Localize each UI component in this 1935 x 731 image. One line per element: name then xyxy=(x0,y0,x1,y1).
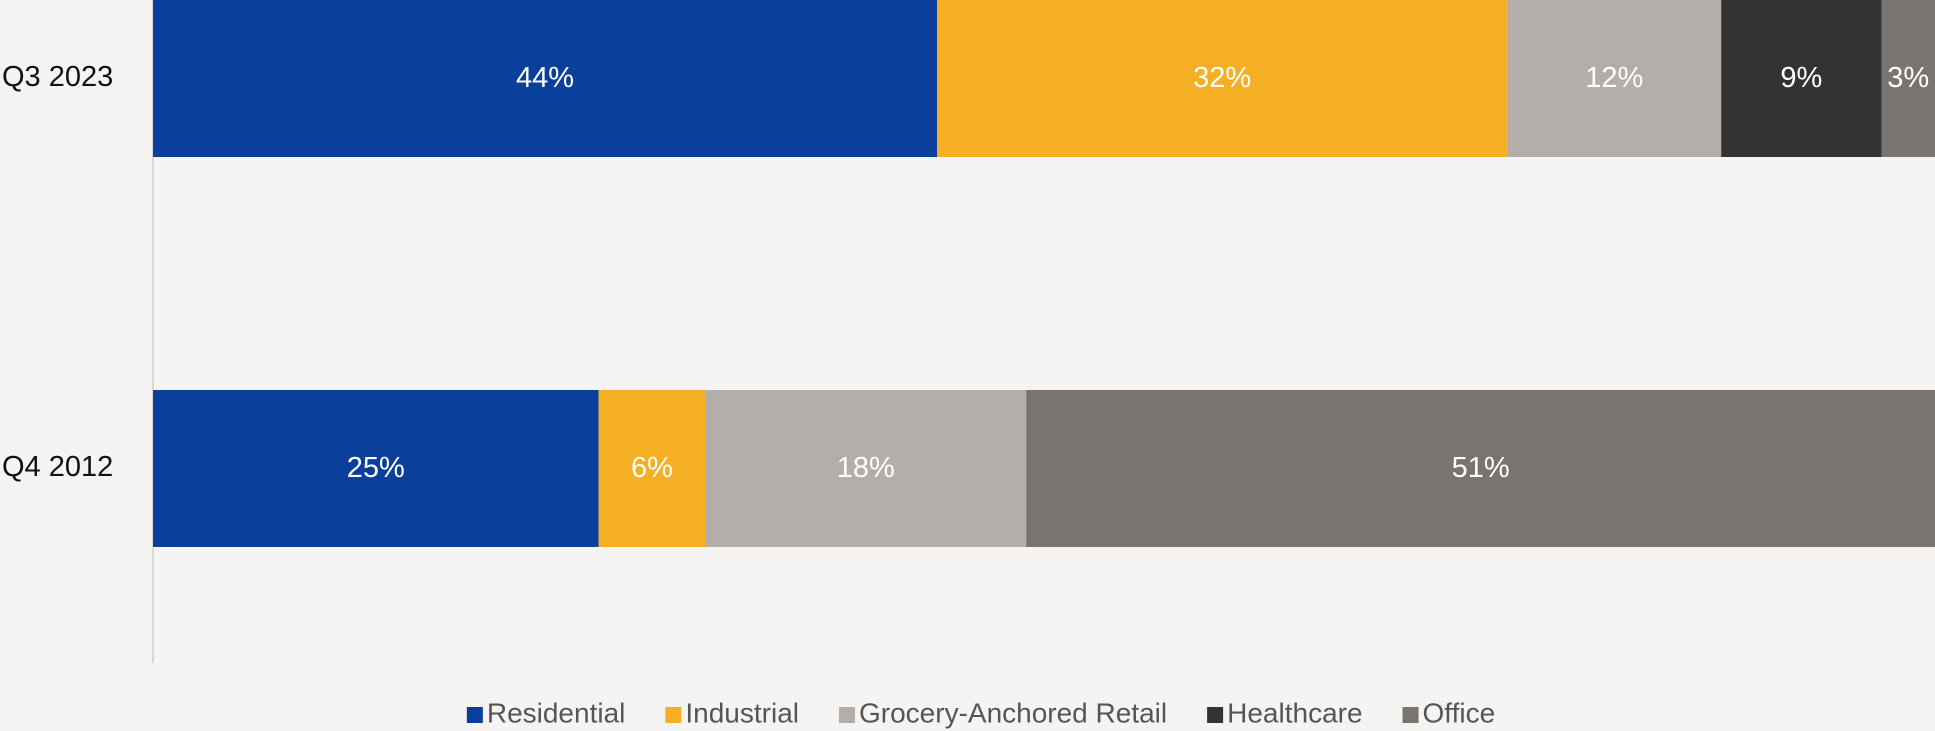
y-tick-label: Q4 2012 xyxy=(2,451,113,483)
legend-label: Office xyxy=(1423,697,1496,728)
legend-label: Industrial xyxy=(685,697,799,728)
bar-segment xyxy=(705,390,1027,547)
y-tick-label: Q3 2023 xyxy=(2,61,113,93)
bar-segment xyxy=(598,390,706,547)
bar-segment xyxy=(1881,0,1935,157)
data-label: 32% xyxy=(1193,62,1251,94)
legend-swatch xyxy=(839,707,855,723)
data-label: 9% xyxy=(1780,62,1822,94)
data-label: 44% xyxy=(516,62,574,94)
bar-segment xyxy=(153,390,599,547)
bar-segment xyxy=(1026,390,1935,547)
legend-label: Healthcare xyxy=(1227,697,1362,728)
legend-swatch xyxy=(1207,707,1224,723)
data-label: 6% xyxy=(631,452,673,484)
data-label: 51% xyxy=(1452,452,1510,484)
data-label: 12% xyxy=(1585,62,1643,94)
legend-label: Grocery-Anchored Retail xyxy=(859,697,1167,728)
data-label: 25% xyxy=(347,452,405,484)
data-label: 18% xyxy=(837,452,895,484)
legend-label: Residential xyxy=(487,697,626,728)
bar-segment xyxy=(1507,0,1722,157)
legend-swatch xyxy=(665,707,682,723)
legend-swatch xyxy=(1402,707,1419,723)
bar-segment xyxy=(153,0,938,157)
data-label: 3% xyxy=(1887,62,1929,94)
legend-swatch xyxy=(466,707,483,723)
bar-segment xyxy=(1721,0,1882,157)
bar-segment xyxy=(937,0,1508,157)
